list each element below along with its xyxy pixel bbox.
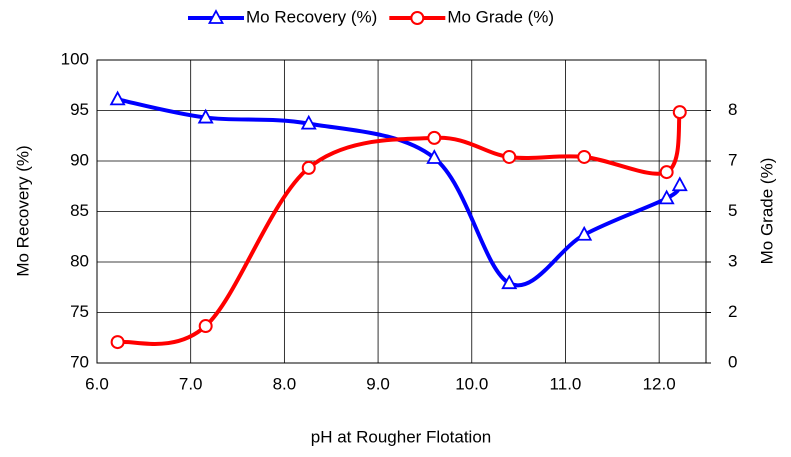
point — [426, 149, 443, 164]
y-tick-label: 80 — [70, 251, 89, 270]
y-tick-label: 85 — [70, 201, 89, 220]
legend-label: Mo Recovery (%) — [246, 7, 377, 26]
x-tick-label: 12.0 — [643, 374, 676, 393]
point — [197, 108, 214, 124]
x-tick-label: 6.0 — [85, 374, 109, 393]
point — [300, 114, 317, 130]
x-tick-label: 11.0 — [550, 374, 582, 393]
legend-marker — [410, 11, 425, 25]
x-axis-label: pH at Rougher Flotation — [311, 427, 492, 446]
y2-tick-label: 8 — [728, 100, 737, 119]
x-tick-label: 7.0 — [179, 374, 203, 393]
y-tick-label: 100 — [61, 49, 89, 68]
y-tick-label: 95 — [70, 100, 89, 119]
y2-tick-label: 3 — [728, 251, 737, 270]
y-tick-label: 75 — [70, 302, 89, 321]
y2-tick-label: 2 — [728, 302, 737, 321]
point — [427, 130, 442, 145]
point — [658, 189, 675, 205]
y2-tick-label: 5 — [728, 201, 737, 220]
y2-tick-label: 7 — [728, 150, 737, 169]
point — [110, 335, 125, 350]
point — [671, 176, 688, 192]
x-tick-label: 8.0 — [273, 374, 297, 393]
point — [577, 149, 592, 164]
x-tick-label: 10.0 — [455, 374, 488, 393]
point — [109, 90, 126, 106]
y-tick-label: 70 — [70, 352, 89, 371]
y2-tick-label: 0 — [728, 352, 737, 371]
y-tick-label: 90 — [70, 150, 89, 169]
point — [198, 319, 213, 334]
series-line — [117, 97, 682, 288]
point — [501, 274, 518, 290]
point — [502, 149, 517, 164]
point — [576, 225, 593, 241]
plot-area — [96, 59, 707, 364]
point — [672, 105, 687, 120]
point — [659, 165, 674, 180]
legend-marker — [207, 9, 225, 24]
point — [301, 160, 316, 175]
y-axis-label: Mo Recovery (%) — [13, 145, 32, 276]
legend-label: Mo Grade (%) — [447, 7, 554, 26]
x-tick-label: 9.0 — [366, 374, 390, 393]
y2-axis-label: Mo Grade (%) — [757, 158, 776, 265]
